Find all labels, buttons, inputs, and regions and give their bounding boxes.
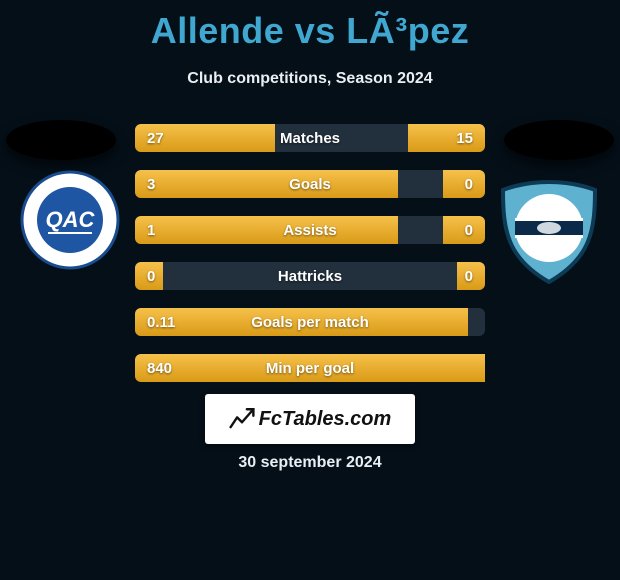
player-photo-right xyxy=(504,120,614,160)
svg-text:QAC: QAC xyxy=(46,207,96,232)
stat-value-left: 1 xyxy=(147,222,155,239)
stat-fill-left xyxy=(135,170,398,198)
stat-bar: 1 0 Assists xyxy=(135,216,485,244)
stat-value-right: 0 xyxy=(465,176,473,193)
stat-fill-left xyxy=(135,216,398,244)
stat-bar: 3 0 Goals xyxy=(135,170,485,198)
stat-label: Matches xyxy=(280,130,340,147)
stat-value-left: 0.11 xyxy=(147,314,175,331)
fctables-icon xyxy=(229,406,255,432)
stat-bar: 0.11 Goals per match xyxy=(135,308,485,336)
stat-bar: 840 Min per goal xyxy=(135,354,485,382)
site-logo[interactable]: FcTables.com xyxy=(205,394,415,444)
comparison-date: 30 september 2024 xyxy=(0,454,620,472)
stat-bar: 27 15 Matches xyxy=(135,124,485,152)
subtitle: Club competitions, Season 2024 xyxy=(0,70,620,88)
stat-value-right: 15 xyxy=(456,130,473,147)
stat-label: Goals xyxy=(289,176,331,193)
stat-label: Assists xyxy=(283,222,336,239)
stat-value-left: 27 xyxy=(147,130,164,147)
stats-bars: 27 15 Matches 3 0 Goals 1 0 Assists 0 0 Hattricks 0.… xyxy=(135,124,485,382)
stat-label: Hattricks xyxy=(278,268,342,285)
player-photo-left xyxy=(6,120,116,160)
stat-label: Goals per match xyxy=(251,314,369,331)
stat-value-left: 3 xyxy=(147,176,155,193)
club-badge-right xyxy=(498,180,600,284)
stat-bar: 0 0 Hattricks xyxy=(135,262,485,290)
page-title: Allende vs LÃ³pez xyxy=(0,0,620,52)
stat-value-right: 0 xyxy=(465,222,473,239)
stat-value-left: 0 xyxy=(147,268,155,285)
stat-value-left: 840 xyxy=(147,360,172,377)
stat-label: Min per goal xyxy=(266,360,354,377)
site-logo-text: FcTables.com xyxy=(259,408,392,431)
club-badge-left: QAC xyxy=(20,170,120,270)
stat-fill-right xyxy=(408,124,485,152)
stat-value-right: 0 xyxy=(465,268,473,285)
